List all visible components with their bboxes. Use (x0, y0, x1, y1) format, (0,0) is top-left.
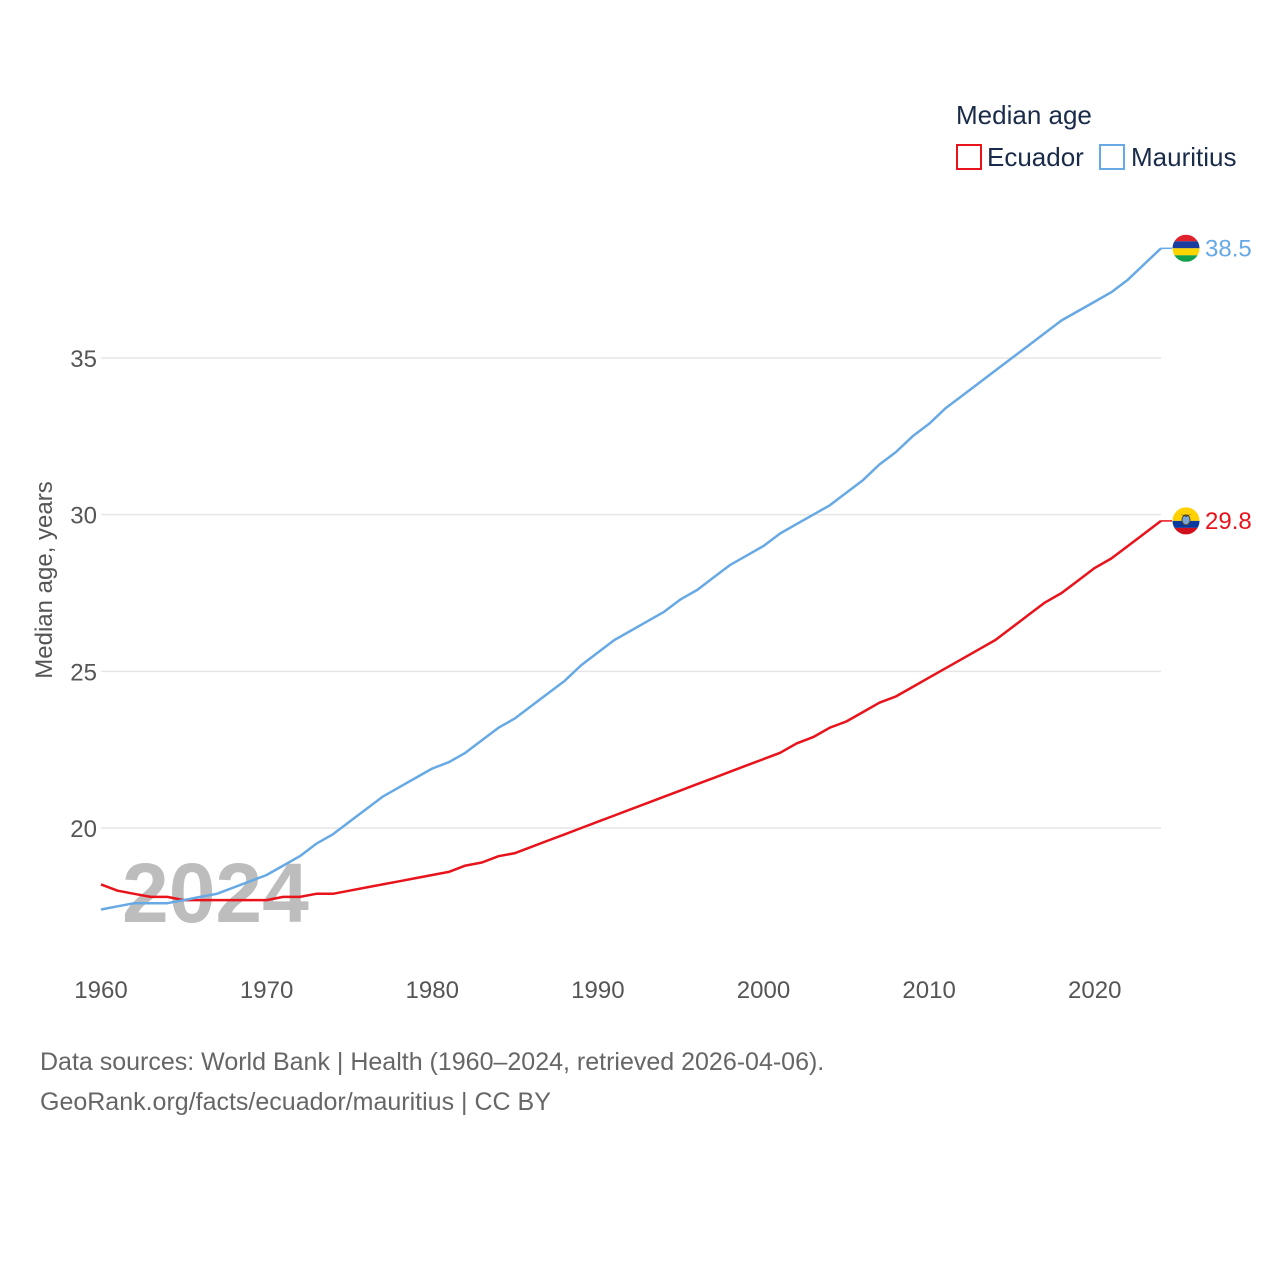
y-tick-label: 25 (70, 659, 97, 686)
credit-link[interactable]: GeoRank.org/facts/ecuador/mauritius | CC… (40, 1088, 551, 1116)
legend: Median age Ecuador Mauritius (956, 100, 1236, 172)
legend-swatch-ecuador[interactable] (956, 144, 982, 170)
end-value-label-mauritius: 38.5 (1205, 235, 1252, 262)
end-value-label-ecuador: 29.8 (1205, 508, 1252, 535)
y-axis-label: Median age, years (31, 481, 58, 678)
x-tick-label: 1960 (74, 977, 127, 1004)
legend-label-mauritius[interactable]: Mauritius (1131, 142, 1236, 172)
x-tick-label: 1990 (571, 977, 624, 1004)
x-axis-ticks: 1960 1970 1980 1990 2000 2010 2020 (74, 977, 1121, 1004)
x-tick-label: 2000 (737, 977, 790, 1004)
gridlines (101, 357, 1161, 829)
legend-label-ecuador[interactable]: Ecuador (987, 142, 1084, 172)
ecuador-flag-icon (1171, 506, 1201, 536)
line-chart: 20 25 30 35 1960 1970 1980 1990 2000 2010 2020 Me… (31, 100, 1252, 1004)
y-tick-label: 30 (70, 503, 97, 530)
y-axis-ticks: 20 25 30 35 (70, 346, 97, 843)
mauritius-flag-icon (1171, 233, 1201, 263)
legend-title: Median age (956, 100, 1092, 130)
end-labels: 29.8 38.5 (1161, 235, 1252, 535)
y-tick-label: 35 (70, 346, 97, 373)
series-line-ecuador[interactable] (100, 519, 1162, 902)
footer: Data sources: World Bank | Health (1960–… (40, 1042, 824, 1122)
x-tick-label: 2020 (1068, 977, 1121, 1004)
series-line-mauritius[interactable] (100, 247, 1162, 911)
x-tick-label: 1970 (240, 977, 293, 1004)
legend-swatch-mauritius[interactable] (1099, 144, 1125, 170)
x-tick-label: 2010 (902, 977, 955, 1004)
data-source-text: Data sources: World Bank | Health (1960–… (40, 1048, 825, 1076)
series-lines (100, 247, 1162, 911)
x-tick-label: 1980 (406, 977, 459, 1004)
y-tick-label: 20 (70, 816, 97, 843)
